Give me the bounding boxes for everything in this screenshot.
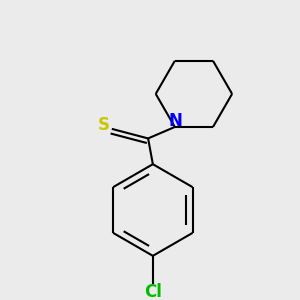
Text: S: S (98, 116, 110, 134)
Text: N: N (169, 112, 183, 130)
Text: Cl: Cl (144, 283, 162, 300)
